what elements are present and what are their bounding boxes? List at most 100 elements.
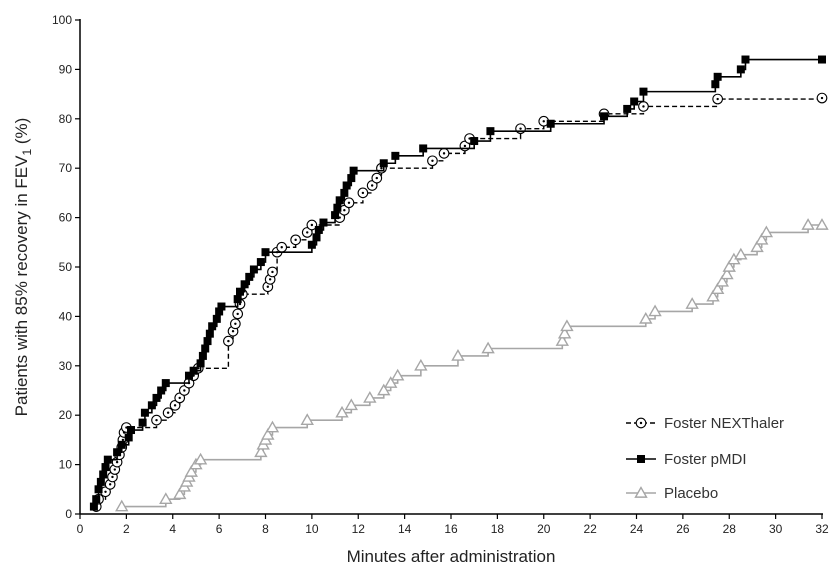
- x-tick-label: 26: [676, 522, 690, 536]
- x-tick-label: 22: [583, 522, 597, 536]
- data-point: [173, 487, 187, 500]
- y-tick-label: 30: [59, 359, 73, 373]
- y-axis-title-main: Patients with 85% recovery in FEV: [12, 155, 31, 416]
- data-point: [801, 218, 815, 230]
- data-point: [290, 234, 301, 246]
- x-tick-label: 16: [444, 522, 458, 536]
- data-point: [515, 123, 526, 135]
- data-point: [366, 180, 378, 191]
- legend-label: Foster NEXThaler: [664, 415, 784, 432]
- data-point: [306, 219, 318, 231]
- data-point: [189, 366, 198, 375]
- y-tick-label: 80: [59, 112, 73, 126]
- y-tick-label: 40: [59, 309, 73, 323]
- data-point: [419, 144, 428, 153]
- legend-item-foster-pmdi: Foster pMDI: [626, 451, 747, 468]
- y-axis-title-suffix: (%): [12, 118, 31, 149]
- data-point: [706, 289, 720, 302]
- data-point: [215, 307, 224, 316]
- y-tick-label: 20: [59, 408, 73, 422]
- marker-dot: [234, 322, 237, 326]
- data-point: [240, 280, 249, 289]
- data-point: [115, 499, 129, 512]
- data-point: [276, 241, 288, 253]
- data-point: [161, 379, 170, 388]
- data-point: [750, 240, 764, 253]
- marker-dot: [236, 312, 239, 316]
- data-point: [623, 104, 632, 113]
- data-point: [230, 318, 241, 330]
- x-tick-label: 14: [398, 522, 412, 536]
- series-line: [93, 58, 822, 508]
- x-tick-label: 30: [769, 522, 783, 536]
- data-point: [101, 463, 110, 472]
- data-point: [312, 233, 321, 242]
- data-point: [249, 265, 258, 274]
- marker-dot: [268, 278, 272, 281]
- data-point: [261, 428, 275, 440]
- series-layer: [89, 55, 829, 512]
- x-tick-label: 4: [169, 522, 176, 536]
- marker-dot: [639, 421, 643, 425]
- data-point: [379, 159, 388, 168]
- data-point: [159, 492, 173, 505]
- data-point: [162, 407, 174, 419]
- data-point: [639, 311, 653, 324]
- data-point: [147, 401, 156, 410]
- x-tick-label: 28: [723, 522, 737, 536]
- data-point: [254, 445, 268, 458]
- data-point: [335, 196, 344, 205]
- data-point: [205, 329, 214, 338]
- data-point: [267, 266, 278, 278]
- data-point: [331, 211, 340, 220]
- marker-dot: [108, 483, 112, 486]
- data-point: [414, 358, 428, 371]
- data-point: [203, 337, 212, 346]
- data-point: [486, 127, 495, 136]
- data-point: [208, 322, 217, 331]
- data-point: [124, 433, 133, 442]
- data-point: [390, 368, 405, 381]
- marker-dot: [306, 231, 309, 234]
- data-point: [94, 485, 103, 494]
- marker-dot: [178, 396, 181, 400]
- data-point: [232, 308, 244, 320]
- marker-dot: [468, 137, 471, 140]
- data-point: [638, 101, 649, 112]
- series-placebo: [115, 218, 829, 512]
- legend-swatch-marker: [637, 455, 645, 463]
- data-point: [377, 383, 391, 396]
- marker-dot: [238, 302, 242, 306]
- data-point: [711, 80, 720, 89]
- data-point: [470, 137, 479, 146]
- data-point: [630, 97, 639, 106]
- marker-dot: [347, 201, 351, 204]
- data-point: [138, 418, 147, 427]
- data-point: [217, 302, 226, 311]
- marker-dot: [820, 96, 824, 100]
- marker-dot: [227, 339, 230, 343]
- data-point: [713, 72, 722, 81]
- marker-dot: [542, 120, 545, 123]
- data-point: [157, 386, 166, 395]
- marker-dot: [166, 411, 170, 414]
- x-tick-label: 32: [815, 522, 829, 536]
- data-point: [343, 197, 355, 209]
- data-point: [319, 218, 328, 227]
- series-foster-nexthaler: [90, 92, 828, 512]
- marker-dot: [125, 426, 128, 429]
- series-foster-pmdi: [89, 55, 826, 511]
- data-point: [89, 502, 98, 511]
- data-point: [265, 420, 280, 433]
- marker-dot: [294, 238, 297, 242]
- data-point: [546, 119, 555, 128]
- data-point: [391, 151, 400, 160]
- marker-dot: [115, 460, 119, 464]
- data-point: [333, 203, 342, 212]
- marker-dot: [463, 144, 467, 148]
- x-tick-label: 2: [123, 522, 130, 536]
- y-axis-title-subscript: 1: [20, 149, 34, 156]
- x-axis-title: Minutes after administration: [347, 547, 556, 566]
- x-tick-label: 10: [305, 522, 319, 536]
- data-point: [184, 371, 193, 380]
